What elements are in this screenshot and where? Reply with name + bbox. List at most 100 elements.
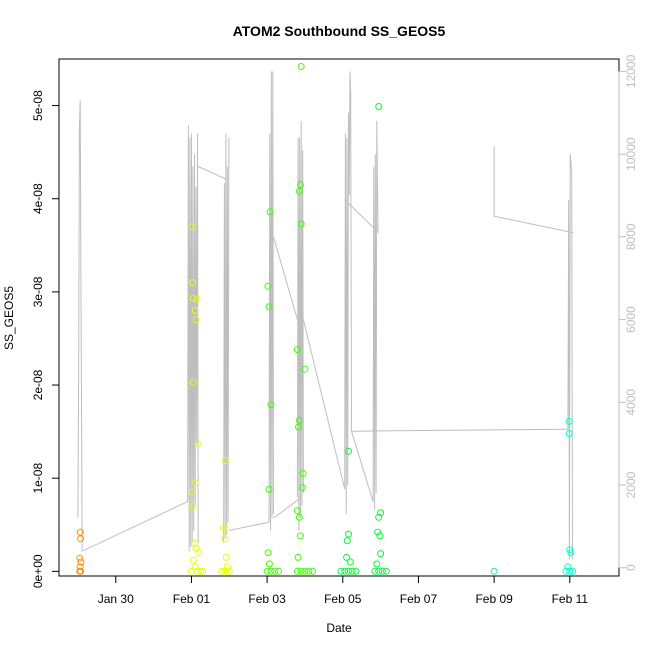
y-tick-label: 1e-08 <box>31 463 45 494</box>
data-point <box>76 528 84 536</box>
data-point <box>341 567 349 575</box>
altitude-line <box>351 428 568 432</box>
data-point <box>77 558 85 566</box>
secondary-y-axis: 0 2000 4000 6000 8000 10000 12000 <box>618 54 638 571</box>
altitude-line <box>228 521 270 531</box>
data-point <box>265 560 273 568</box>
data-point <box>189 502 197 510</box>
data-point <box>375 103 383 110</box>
x-tick-label: Feb 07 <box>400 592 438 606</box>
x-axis: Jan 30 Feb 01 Feb 03 Feb 05 Feb 07 Feb 09 Feb … <box>98 575 589 606</box>
data-point <box>567 549 575 557</box>
altitude-lines <box>77 71 574 560</box>
data-point <box>346 558 354 566</box>
altitude-line <box>273 236 298 320</box>
data-point <box>189 556 197 564</box>
y2-tick-label: 0 <box>624 564 638 571</box>
data-point <box>562 567 570 575</box>
data-point <box>264 282 272 290</box>
altitude-line <box>273 496 302 519</box>
y2-tick-label: 12000 <box>624 54 638 88</box>
data-point <box>194 440 202 448</box>
data-point <box>564 563 572 571</box>
data-point <box>222 553 230 561</box>
x-tick-label: Feb 11 <box>552 592 589 606</box>
data-point <box>187 567 195 575</box>
data-point <box>293 507 301 515</box>
data-point <box>377 550 385 558</box>
altitude-line <box>77 100 83 552</box>
altitude-line <box>268 71 274 531</box>
y-axis: 0e+00 1e-08 2e-08 3e-08 4e-08 5e-08 <box>31 90 60 588</box>
data-point <box>77 567 85 575</box>
data-point <box>375 567 383 575</box>
data-point <box>490 567 498 575</box>
data-point <box>189 294 197 302</box>
data-point <box>263 567 271 575</box>
data-point <box>352 567 360 575</box>
data-point <box>337 567 345 575</box>
data-point <box>345 567 352 575</box>
x-axis-label: Date <box>326 621 352 635</box>
data-point <box>199 567 207 575</box>
data-point <box>295 513 303 521</box>
data-point <box>225 567 233 575</box>
data-point <box>305 567 313 575</box>
data-point <box>191 539 198 547</box>
data-point <box>343 537 351 545</box>
data-point <box>76 554 84 562</box>
y-tick-label: 3e-08 <box>31 276 45 307</box>
data-point <box>293 346 301 354</box>
altitude-line <box>344 199 380 234</box>
data-point <box>376 532 384 540</box>
data-point <box>222 457 229 464</box>
data-point <box>377 509 385 517</box>
x-tick-label: Feb 01 <box>173 592 211 606</box>
plot-area-border <box>58 58 620 577</box>
data-point <box>188 223 196 231</box>
data-point <box>266 208 274 216</box>
x-tick-label: Feb 09 <box>475 592 513 606</box>
data-point <box>294 553 302 561</box>
data-point <box>301 567 309 575</box>
data-point <box>264 549 272 557</box>
data-point <box>379 567 386 575</box>
data-point <box>197 567 205 575</box>
data-point <box>295 187 303 195</box>
data-point <box>297 63 305 70</box>
altitude-line <box>372 120 379 510</box>
data-point <box>77 535 85 543</box>
data-point <box>188 488 196 496</box>
data-point <box>296 532 304 540</box>
data-point <box>382 567 390 575</box>
data-point <box>295 416 303 424</box>
data-point <box>221 535 229 543</box>
data-point <box>298 484 306 491</box>
altitude-line <box>223 133 230 543</box>
altitude-line <box>344 71 352 515</box>
y2-tick-label: 4000 <box>624 389 638 416</box>
y-tick-label: 2e-08 <box>31 369 45 400</box>
data-point <box>265 485 273 493</box>
data-point <box>299 470 307 477</box>
data-point <box>343 553 351 561</box>
data-point <box>309 567 316 575</box>
data-point <box>267 401 275 409</box>
y2-tick-label: 2000 <box>624 471 638 498</box>
altitude-line <box>302 319 346 490</box>
data-point <box>223 563 231 571</box>
data-point <box>218 567 226 575</box>
data-point <box>296 181 304 189</box>
altitude-line <box>296 120 304 531</box>
chart-title: ATOM2 Southbound SS_GEOS5 <box>233 23 446 39</box>
data-point <box>345 530 352 538</box>
y-tick-label: 4e-08 <box>31 183 45 214</box>
altitude-line <box>197 166 226 180</box>
altitude-line <box>567 154 573 560</box>
data-point <box>76 563 84 571</box>
data-point <box>301 365 309 373</box>
data-points <box>76 63 577 575</box>
data-point <box>348 567 356 575</box>
y2-tick-label: 8000 <box>624 223 638 250</box>
data-point <box>565 430 573 437</box>
